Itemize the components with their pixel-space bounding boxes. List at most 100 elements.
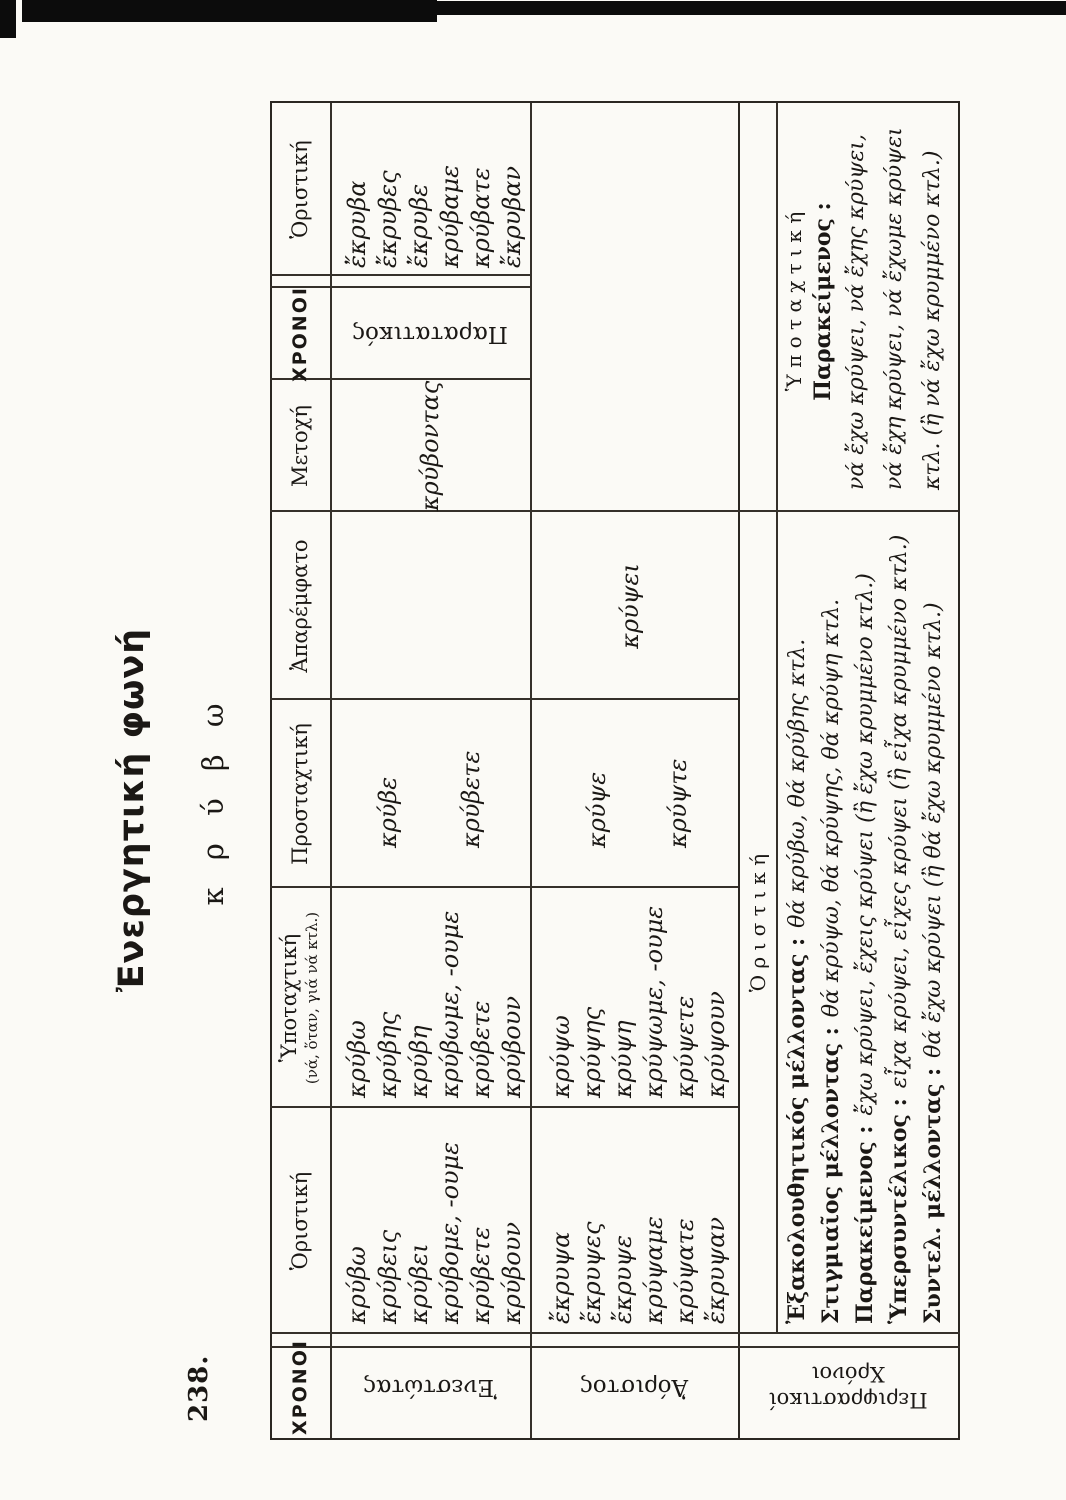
perfect-subjunctive-line: κτλ. (ἢ νά ἔχω κρυμμένο κτλ.) xyxy=(920,151,945,490)
tense-forms: θά ἔχω κρύψει (ἢ θά ἔχω κρυμμένο κτλ.) xyxy=(921,602,946,1058)
tense-forms: ἔχω κρύψει, ἔχεις κρύψει (ἢ ἔχω κρυμμένο… xyxy=(853,573,878,1116)
tense-forms: εἶχα κρύψει, εἶχες κρύψει (ἢ εἶχα κρυμμέ… xyxy=(887,534,912,1089)
verb-form: ἔκρυβαν xyxy=(498,166,526,268)
present-imperative-sg: κρύβε xyxy=(373,777,404,848)
tense-label: Παρακείμενος : xyxy=(852,1125,878,1324)
verb-form: κρύβης xyxy=(374,1011,402,1098)
verb-form: κρύβη xyxy=(405,1025,433,1098)
section-header-ypotaktiki: Ὑ π ο τ α χ τ ι κ ή xyxy=(782,211,806,392)
header-oristiki: Ὁριστική xyxy=(288,1171,312,1271)
verb-form: κρύψετε xyxy=(671,995,699,1098)
verb-form: κρύβωμε, -ουμε xyxy=(436,910,464,1098)
verb-form: κρύψωμε, -ουμε xyxy=(640,905,668,1098)
tense-forms: κτλ. (ἢ νά ἔχω κρυμμένο κτλ.) xyxy=(920,150,945,490)
aorist-subjunctive-forms: κρύψω κρύψης κρύψη κρύψωμε, -ουμε κρύψετ… xyxy=(546,906,732,1098)
verb-form: ἔκρυβε xyxy=(405,183,433,268)
verb-form: κρύβε xyxy=(374,776,402,848)
periphrastic-line: Ἐξακολουθητικός μέλλοντας : θά κρύβω, θά … xyxy=(784,639,810,1324)
verb-form: κρύψτε xyxy=(664,758,692,848)
tense-forms: νά ἔχη κρύψει, νά ἔχωμε κρύψει xyxy=(882,127,907,490)
conjugation-table: ΧΡΟΝΟΙ Ὁριστική Ὑποταχτική (νά, ὅταν, γι… xyxy=(270,101,960,1440)
section-header-oristiki: Ὁ ρ ι σ τ ι κ ή xyxy=(746,853,770,993)
present-indicative-forms: κρύβω κρύβεις κρύβει κρύβομε, -ουμε κρύβ… xyxy=(342,1142,528,1324)
verb-form: κρύψε xyxy=(583,771,611,848)
perfect-subjunctive-line: νά ἔχη κρύψει, νά ἔχωμε κρύψει xyxy=(882,127,907,490)
verb-form: ἔκρυβα xyxy=(343,180,371,268)
scan-edge-artifact xyxy=(437,1,1066,15)
rule-bottom-band xyxy=(738,101,740,1440)
double-rule-a xyxy=(270,1346,960,1348)
rule-under-headers xyxy=(330,101,332,1440)
scan-edge-artifact xyxy=(22,0,437,22)
table-border-left xyxy=(270,1438,960,1440)
verb-form: κρύψω xyxy=(547,1015,575,1098)
verb-form: ἔκρυψε xyxy=(609,1234,637,1324)
verb-lemma: κ ρ ύ β ω xyxy=(196,694,230,906)
periphrastic-line: Συντελ. μέλλοντας : θά ἔχω κρύψει (ἢ θά ἔ… xyxy=(920,602,946,1324)
tense-label: Ὑπερσυντέλικος : xyxy=(886,1098,912,1324)
page-number: 238. xyxy=(184,1354,214,1422)
present-subjunctive-forms: κρύβω κρύβης κρύβη κρύβωμε, -ουμε κρύβετ… xyxy=(342,911,528,1098)
verb-form: ἔκρυψαν xyxy=(702,1217,730,1324)
tense-forms: θά κρύβω, θά κρύβης κτλ. xyxy=(785,638,810,928)
verb-form: κρύβω xyxy=(343,1020,371,1098)
verb-form: κρύβεις xyxy=(374,1229,402,1324)
header-metochi: Μετοχή xyxy=(288,405,312,487)
verb-form: ἔκρυψα xyxy=(547,1231,575,1324)
header-ypotaktiki-main: Ὑποταχτική xyxy=(277,933,301,1063)
imperfect-indicative-forms: ἔκρυβα ἔκρυβες ἔκρυβε κρύβαμε κρύβατε ἔκ… xyxy=(342,165,528,268)
verb-form: κρύβατε xyxy=(467,167,495,268)
scan-corner-artifact xyxy=(0,0,16,38)
header-aparemfato: Ἀπαρέμφατο xyxy=(288,539,312,673)
aorist-imperative-pl: κρύψτε xyxy=(663,759,694,848)
verb-form: κρύβετε xyxy=(467,1226,495,1324)
verb-form: κρύψης xyxy=(578,1006,606,1098)
header-ypotaktiki-note: (νά, ὅταν, γιά νά κτλ.) xyxy=(303,911,321,1085)
header-prostaktiki: Προσταχτική xyxy=(288,723,312,865)
header-chronoi-2: ΧΡΟΝΟΙ xyxy=(289,286,311,382)
periphrastic-line: Στιγμιαῖος μέλλοντας : θά κρύψω, θά κρύψη… xyxy=(818,599,844,1324)
verb-form: κρύψουν xyxy=(702,991,730,1098)
page-title: Ἐνεργητική φωνή xyxy=(112,627,152,993)
col-divider xyxy=(270,1106,738,1108)
present-imperative-pl: κρύβετε xyxy=(456,751,487,848)
rule-section-labels xyxy=(776,101,778,1334)
present-participle: κρύβοντας xyxy=(416,380,444,512)
col-divider xyxy=(270,886,738,888)
row-label-line: Χρόνοι xyxy=(811,1362,885,1386)
row-label-paratatikos: Παρατατικός xyxy=(352,321,508,347)
aorist-imperative-sg: κρύψε xyxy=(582,772,613,848)
row-label-aoristos: Ἀόριστος xyxy=(579,1374,689,1400)
verb-form: κρύβουν xyxy=(498,996,526,1098)
row-label-enestotas: Ἐνεστώτας xyxy=(363,1374,497,1400)
verb-form: κρύβω xyxy=(343,1246,371,1324)
header-oristiki-2: Ὁριστική xyxy=(288,140,312,239)
row-label-perifrastikoi: Περιφραστικοί Χρόνοι xyxy=(768,1361,927,1413)
periphrastic-line: Ὑπερσυντέλικος : εἶχα κρύψει, εἶχες κρύψε… xyxy=(886,535,912,1324)
rule-row-divider xyxy=(530,101,532,1440)
aorist-infinitive: κρύψει xyxy=(616,563,644,649)
perfect-subjunctive-line: νά ἔχω κρύψει, νά ἔχης κρύψει, xyxy=(844,134,869,490)
verb-form: κρύψατε xyxy=(671,1218,699,1324)
aorist-indicative-forms: ἔκρυψα ἔκρυψες ἔκρυψε κρύψαμε κρύψατε ἔκ… xyxy=(546,1216,732,1324)
verb-form: κρύβει xyxy=(405,1243,433,1324)
tense-forms: θά κρύψω, θά κρύψης, θά κρύψη κτλ. xyxy=(819,598,844,1018)
tense-forms: νά ἔχω κρύψει, νά ἔχης κρύψει, xyxy=(844,134,869,490)
header-chronoi: ΧΡΟΝΟΙ xyxy=(289,1339,311,1435)
perfect-subjunctive-label: Παρακείμενος : xyxy=(810,202,836,401)
tense-label: Στιγμιαῖος μέλλοντας : xyxy=(818,1027,844,1324)
tense-label: Ἐξακολουθητικός μέλλοντας : xyxy=(784,937,810,1324)
verb-form: ἔκρυβες xyxy=(374,170,402,268)
double-rule-b xyxy=(270,1332,960,1334)
verb-form: κρύβετε xyxy=(457,750,485,848)
header-ypotaktiki: Ὑποταχτική (νά, ὅταν, γιά νά κτλ.) xyxy=(270,888,328,1108)
row-label-line: Περιφραστικοί xyxy=(768,1388,928,1412)
periphrastic-line: Παρακείμενος : ἔχω κρύψει, ἔχεις κρύψει (… xyxy=(852,573,878,1324)
verb-form: κρύψη xyxy=(609,1020,637,1098)
table-border-bottom xyxy=(958,101,960,1440)
verb-form: κρύβαμε xyxy=(436,165,464,268)
verb-form: κρύβουν xyxy=(498,1222,526,1324)
verb-form: ἔκρυψες xyxy=(578,1221,606,1324)
